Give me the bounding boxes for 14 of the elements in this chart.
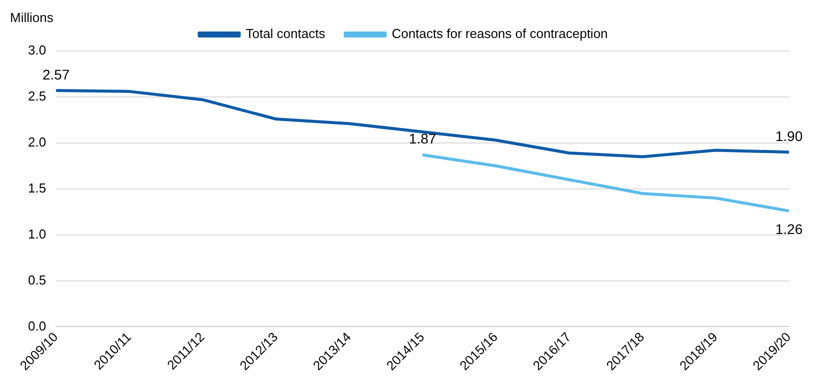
- data-label: 1.90: [775, 128, 803, 144]
- data-label: 1.26: [775, 220, 803, 237]
- y-tick-label: 0.5: [28, 272, 46, 288]
- data-label: 2.57: [42, 66, 70, 82]
- y-tick-label: 1.5: [28, 180, 46, 196]
- y-tick-label: 0.0: [28, 318, 46, 334]
- y-tick-label: 1.0: [28, 226, 46, 242]
- y-tick-label: 2.0: [28, 134, 46, 150]
- y-axis-title: Millions: [10, 10, 54, 26]
- legend-label: Contacts for reasons of contraception: [392, 26, 608, 42]
- y-tick-label: 3.0: [28, 42, 46, 58]
- y-tick-label: 2.5: [28, 88, 46, 104]
- legend-label: Total contacts: [246, 26, 326, 42]
- data-label: 1.87: [408, 130, 436, 147]
